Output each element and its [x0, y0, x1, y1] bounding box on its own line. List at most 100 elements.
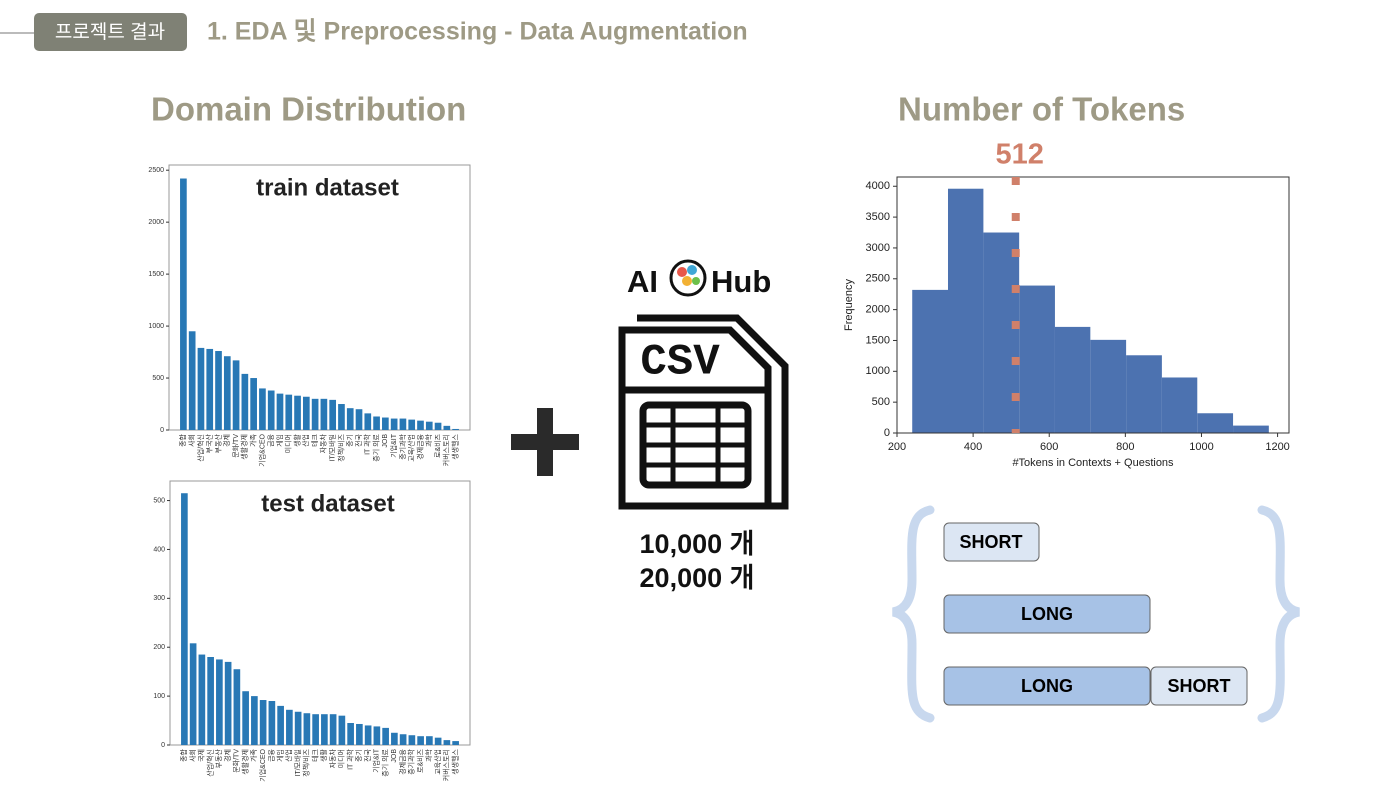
- bar: [250, 378, 257, 430]
- x-tick-label: 1000: [1189, 441, 1213, 453]
- bar: [285, 394, 293, 430]
- y-tick-label: 0: [160, 427, 164, 434]
- bar: [329, 714, 337, 745]
- y-tick-label: 200: [153, 644, 165, 651]
- x-tick-label: 200: [888, 441, 906, 453]
- x-tick-label: 생활경제: [240, 749, 249, 775]
- x-tick-label: 종합: [178, 433, 187, 446]
- bar: [303, 713, 311, 745]
- bar: [399, 734, 407, 745]
- histogram-bar: [1090, 339, 1127, 433]
- y-tick-label: 400: [153, 546, 165, 553]
- x-tick-label: 산업: [284, 749, 293, 762]
- segment-label: LONG: [1021, 676, 1073, 696]
- bar: [311, 398, 319, 430]
- y-tick-label: 0: [161, 742, 165, 749]
- x-tick-label: 사회: [188, 749, 197, 762]
- bar: [267, 390, 275, 430]
- x-tick-label: 정책/비즈: [302, 748, 311, 776]
- x-tick-label: 종합: [179, 748, 188, 761]
- histogram-bar: [1161, 377, 1198, 433]
- x-tick-label: 교육산업: [433, 749, 442, 775]
- reference-label: 512: [996, 139, 1044, 171]
- bar: [180, 178, 187, 430]
- histogram-bar: [1019, 285, 1055, 433]
- bar: [232, 360, 240, 430]
- count-text: 20,000 개: [640, 563, 755, 593]
- x-tick-label: 600: [1040, 441, 1058, 453]
- bar: [259, 700, 267, 745]
- segment-label: LONG: [1021, 604, 1073, 624]
- x-tick-label: 자동차: [319, 433, 328, 453]
- bar: [294, 711, 302, 745]
- x-tick-label: 경제: [222, 434, 231, 447]
- x-tick-label: 기업&CEO: [257, 433, 266, 466]
- x-tick-label: 경제금융: [398, 748, 407, 774]
- x-tick-label: JOB: [382, 434, 389, 448]
- x-tick-label: 문화/TV: [232, 434, 240, 458]
- x-tick-label: 게임: [275, 434, 284, 447]
- bar: [373, 416, 380, 430]
- x-tick-label: 사회: [187, 434, 196, 447]
- bar: [268, 701, 276, 745]
- bar: [408, 735, 416, 745]
- x-tick-label: IT/모바일: [328, 434, 337, 462]
- x-tick-label: 기업&CEO: [258, 748, 267, 781]
- y-tick-label: 2500: [148, 167, 164, 174]
- logo-dot: [687, 265, 697, 275]
- bar: [408, 419, 416, 430]
- bar: [277, 705, 284, 745]
- y-tick-label: 1500: [866, 334, 890, 346]
- plus-icon: [511, 408, 579, 476]
- bar: [251, 696, 258, 745]
- x-tick-label: 산업/혁신: [205, 749, 214, 777]
- histogram-bar: [1197, 413, 1234, 433]
- bar: [426, 736, 433, 745]
- plot-frame: [896, 176, 1290, 434]
- bar: [391, 732, 398, 745]
- y-tick-label: 500: [153, 497, 165, 504]
- x-tick-label: 기업&IT: [372, 748, 381, 772]
- bar: [382, 727, 389, 745]
- bar: [452, 741, 459, 745]
- csv-icon-back: [637, 314, 789, 510]
- x-tick-label: 미디어: [284, 434, 293, 453]
- y-tick-label: 100: [153, 693, 165, 700]
- brace: [1257, 505, 1301, 723]
- logo-dot: [677, 267, 687, 277]
- bar: [215, 351, 222, 430]
- bar: [434, 422, 442, 430]
- x-tick-label: 증기: [345, 434, 354, 447]
- bar: [207, 657, 214, 745]
- y-tick-label: 1000: [866, 365, 890, 377]
- bar: [242, 691, 249, 745]
- y-tick-label: 3000: [866, 242, 890, 254]
- x-tick-label: 교육/산업: [407, 434, 416, 462]
- bar: [321, 714, 328, 745]
- y-tick-label: 500: [152, 375, 164, 382]
- x-tick-label: 테크: [311, 748, 319, 761]
- x-tick-label: 증기 의료: [371, 433, 380, 461]
- bar: [382, 417, 389, 430]
- x-tick-label: 경제: [223, 749, 232, 762]
- y-tick-label: 1500: [148, 271, 164, 278]
- x-tick-label: 커버스토리: [442, 749, 451, 781]
- x-tick-label: 1200: [1265, 441, 1289, 453]
- x-tick-label: 생생헬스: [450, 748, 459, 774]
- bar: [347, 723, 354, 745]
- plot-frame: [169, 480, 471, 746]
- bar: [302, 396, 310, 430]
- chart-title: train dataset: [256, 174, 399, 201]
- x-tick-label: 전국: [354, 433, 363, 446]
- x-tick-label: 부국산: [205, 433, 214, 453]
- y-tick-label: 0: [884, 427, 890, 439]
- x-tick-label: JOB: [391, 749, 398, 763]
- x-tick-label: 로&비즈: [415, 748, 424, 773]
- section-title: Number of Tokens: [898, 91, 1185, 128]
- short-box: [943, 522, 1040, 562]
- logo-text: Hub: [711, 264, 771, 299]
- x-tick-label: 가족: [249, 748, 258, 761]
- x-tick-label: 게임: [275, 749, 284, 762]
- x-tick-label: 증기: [354, 749, 363, 762]
